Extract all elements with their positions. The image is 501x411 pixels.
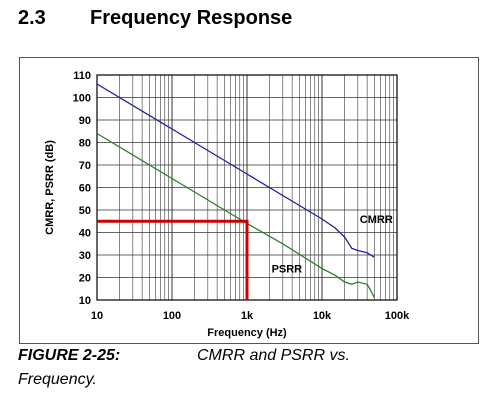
x-tick-label: 10k: [313, 310, 332, 322]
highlight-marker: [97, 219, 249, 300]
section-number: 2.3: [18, 7, 46, 29]
y-tick-label: 100: [73, 93, 91, 105]
x-tick-label: 100: [163, 310, 181, 322]
figure-caption-continued: Frequency.: [18, 371, 97, 388]
x-tick-label: 1k: [241, 310, 254, 322]
figure-label: FIGURE 2-25:: [18, 347, 121, 364]
y-tick-label: 60: [79, 183, 91, 195]
y-tick-label: 40: [79, 228, 91, 240]
y-axis-label: CMRR, PSRR (dB): [44, 140, 56, 235]
x-axis-label: Frequency (Hz): [207, 327, 287, 339]
x-tick-label: 100k: [385, 310, 410, 322]
section-title: Frequency Response: [90, 7, 293, 29]
y-tick-label: 10: [79, 295, 91, 307]
y-tick-label: 30: [79, 250, 91, 262]
chart-frame: [19, 57, 479, 344]
y-tick-label: 70: [79, 160, 91, 172]
y-tick-label: 50: [79, 205, 91, 217]
y-tick-label: 80: [79, 138, 91, 150]
figure-caption: CMRR and PSRR vs.: [197, 347, 350, 364]
series-line-cmrr: [96, 83, 375, 258]
y-tick-label: 110: [73, 70, 91, 82]
y-tick-label: 20: [79, 273, 91, 285]
series-annotation-label: CMRR: [360, 214, 393, 226]
y-tick-label: 90: [79, 115, 91, 127]
series-line-psrr: [96, 132, 375, 299]
series-annotation-label: PSRR: [272, 264, 303, 276]
x-tick-label: 10: [91, 310, 103, 322]
